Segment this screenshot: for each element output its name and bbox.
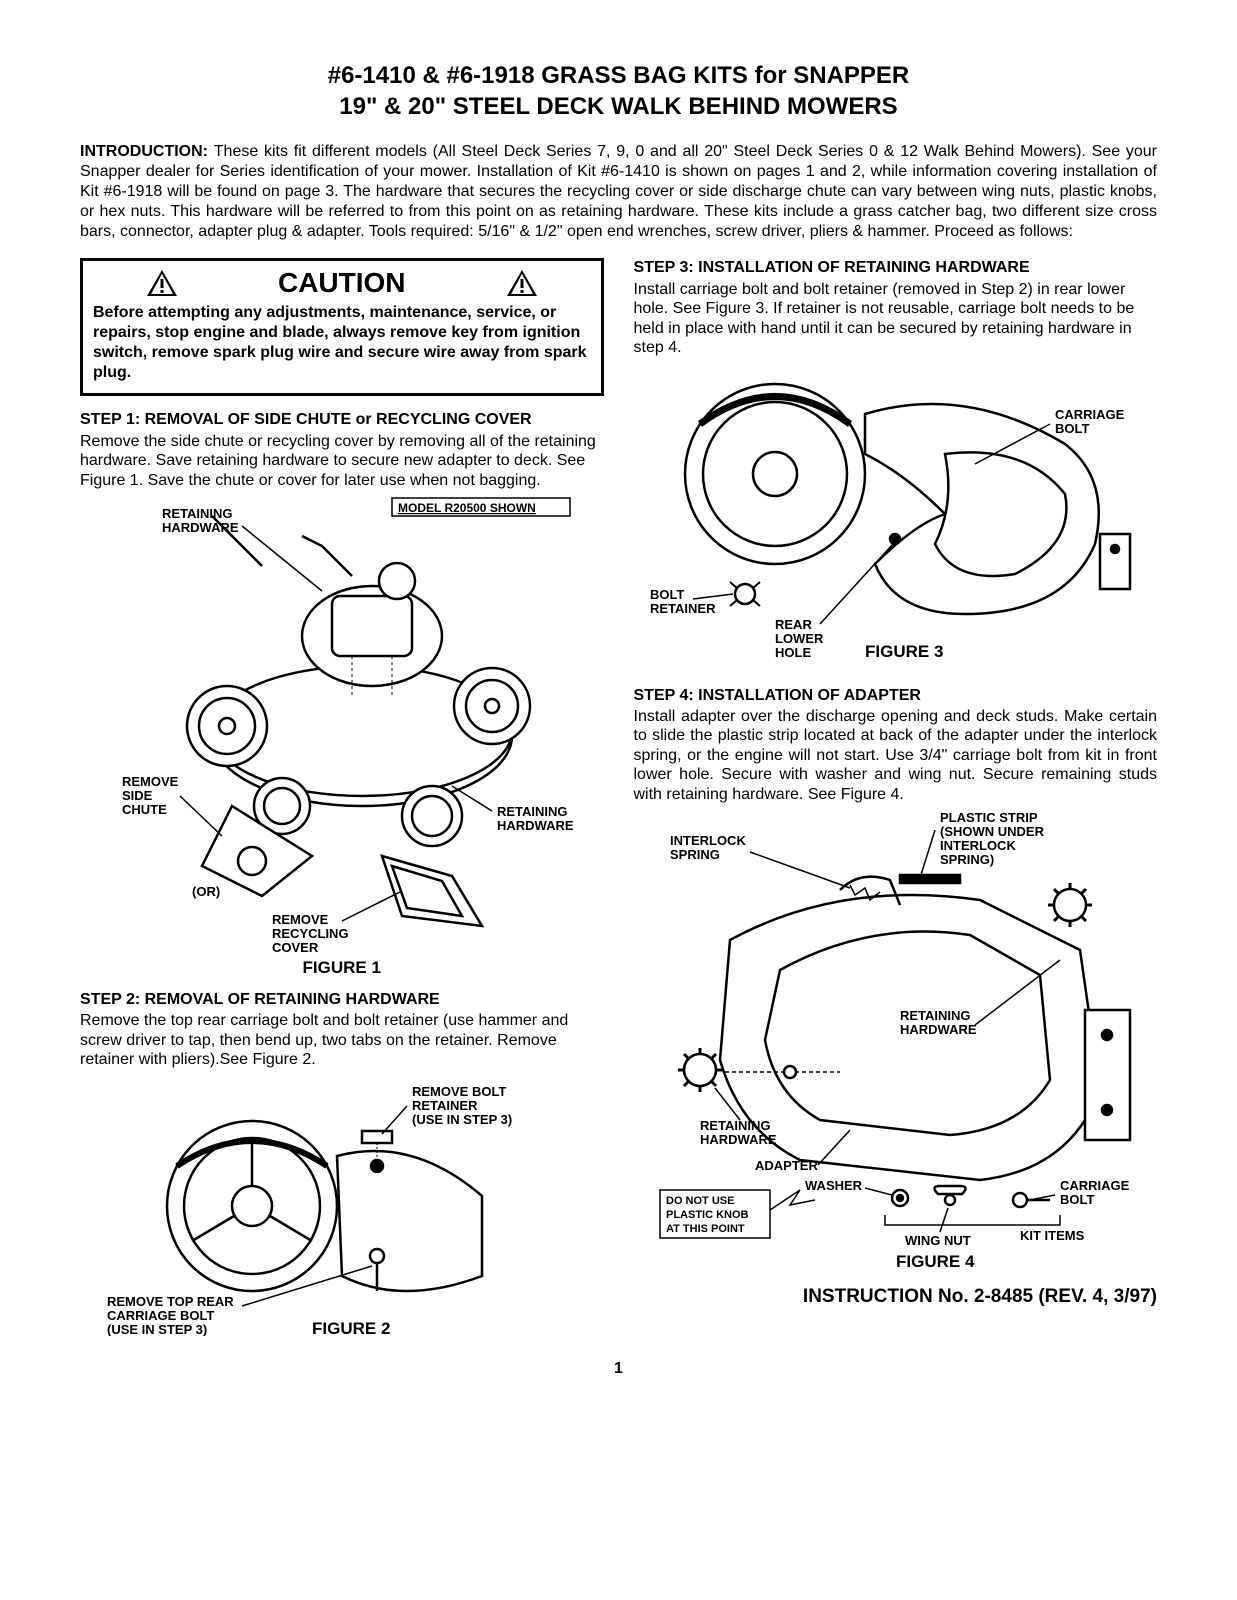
- model-label: MODEL R20500 SHOWN: [398, 501, 536, 515]
- title-block: #6-1410 & #6-1918 GRASS BAG KITS for SNA…: [80, 60, 1157, 122]
- page-number: 1: [80, 1360, 1157, 1378]
- figure-4-svg: INTERLOCK SPRING PLASTIC STRIP (SHOWN UN…: [640, 810, 1150, 1250]
- callout-remove-side2: SIDE: [122, 788, 153, 803]
- figure-2: REMOVE BOLT RETAINER (USE IN STEP 3) REM…: [80, 1076, 604, 1336]
- callout-interlock2: SPRING: [670, 847, 720, 862]
- introduction-paragraph: INTRODUCTION: These kits fit different m…: [80, 142, 1157, 242]
- callout-kititems: KIT ITEMS: [1020, 1228, 1085, 1243]
- step3-heading: STEP 3: INSTALLATION OF RETAINING HARDWA…: [634, 258, 1158, 277]
- donot-2: PLASTIC KNOB: [666, 1209, 749, 1221]
- callout-carriage1: CARRIAGE: [1055, 407, 1125, 422]
- step4-heading: STEP 4: INSTALLATION OF ADAPTER: [634, 686, 1158, 705]
- callout-adapter: ADAPTER: [755, 1158, 818, 1173]
- callout-retaining-l1: RETAINING: [700, 1118, 771, 1133]
- callout-plastic2: (SHOWN UNDER: [940, 824, 1045, 839]
- callout-remove-recyc3: COVER: [272, 940, 319, 955]
- callout-retaining-r1: RETAINING: [900, 1008, 971, 1023]
- callout-wingnut: WING NUT: [905, 1233, 971, 1248]
- donot-1: DO NOT USE: [666, 1195, 734, 1207]
- step2-body: Remove the top rear carriage bolt and bo…: [80, 1011, 604, 1070]
- title-line-1: #6-1410 & #6-1918 GRASS BAG KITS for SNA…: [80, 60, 1157, 91]
- figure-1-svg: MODEL R20500 SHOWN: [102, 496, 582, 956]
- callout-plastic4: SPRING): [940, 852, 994, 867]
- intro-label: INTRODUCTION:: [80, 143, 214, 160]
- callout-remove-recyc2: RECYCLING: [272, 926, 349, 941]
- figure-4-caption: FIGURE 4: [714, 1252, 1158, 1272]
- callout-retaining-r2: HARDWARE: [900, 1022, 977, 1037]
- callout-remove-side3: CHUTE: [122, 802, 167, 817]
- callout-carriage2: BOLT: [1055, 421, 1089, 436]
- step1-heading: STEP 1: REMOVAL OF SIDE CHUTE or RECYCLI…: [80, 410, 604, 429]
- figure-3-caption: FIGURE 3: [865, 642, 943, 661]
- donot-3: AT THIS POINT: [666, 1223, 745, 1235]
- callout-remove-bolt2: RETAINER: [412, 1098, 478, 1113]
- callout-remove-top2: CARRIAGE BOLT: [107, 1308, 214, 1323]
- callout-carriage4-1: CARRIAGE: [1060, 1178, 1130, 1193]
- step4-body: Install adapter over the discharge openi…: [634, 707, 1158, 805]
- step1-body: Remove the side chute or recycling cover…: [80, 432, 604, 491]
- callout-hole: HOLE: [775, 645, 811, 660]
- callout-retaining-l2: HARDWARE: [700, 1132, 777, 1147]
- caution-text: Before attempting any adjustments, maint…: [93, 303, 591, 383]
- callout-retaining-top1: RETAINING: [162, 506, 233, 521]
- step2-heading: STEP 2: REMOVAL OF RETAINING HARDWARE: [80, 990, 604, 1009]
- callout-remove-bolt1: REMOVE BOLT: [412, 1084, 506, 1099]
- callout-remove-bolt3: (USE IN STEP 3): [412, 1112, 512, 1127]
- left-column: CAUTION Before attempting any adjustment…: [80, 258, 604, 1347]
- callout-carriage4-2: BOLT: [1060, 1192, 1094, 1207]
- callout-retaining-top2: HARDWARE: [162, 520, 239, 535]
- instruction-number: INSTRUCTION No. 2-8485 (REV. 4, 3/97): [634, 1286, 1158, 1308]
- callout-retaining-r1: RETAINING: [497, 804, 568, 819]
- figure-1: MODEL R20500 SHOWN: [80, 496, 604, 978]
- figure-4: INTERLOCK SPRING PLASTIC STRIP (SHOWN UN…: [634, 810, 1158, 1272]
- callout-lower: LOWER: [775, 631, 824, 646]
- caution-header: CAUTION: [93, 267, 591, 299]
- callout-interlock1: INTERLOCK: [670, 833, 746, 848]
- caution-title: CAUTION: [278, 267, 406, 299]
- figure-3-svg: CARRIAGE BOLT BOLT RETAINER REAR LOWER H…: [645, 364, 1145, 674]
- warning-icon: [146, 269, 178, 297]
- callout-or: (OR): [192, 884, 220, 899]
- warning-icon: [506, 269, 538, 297]
- figure-1-caption: FIGURE 1: [80, 958, 604, 978]
- figure-2-svg: REMOVE BOLT RETAINER (USE IN STEP 3) REM…: [102, 1076, 582, 1336]
- callout-boltret1: BOLT: [650, 587, 684, 602]
- callout-boltret2: RETAINER: [650, 601, 716, 616]
- callout-remove-recyc1: REMOVE: [272, 912, 329, 927]
- figure-2-caption: FIGURE 2: [312, 1319, 390, 1336]
- callout-remove-top3: (USE IN STEP 3): [107, 1322, 207, 1336]
- intro-text: These kits fit different models (All Ste…: [80, 143, 1157, 240]
- callout-washer: WASHER: [805, 1178, 863, 1193]
- callout-remove-top1: REMOVE TOP REAR: [107, 1294, 234, 1309]
- figure-3: CARRIAGE BOLT BOLT RETAINER REAR LOWER H…: [634, 364, 1158, 674]
- callout-rear: REAR: [775, 617, 812, 632]
- callout-plastic1: PLASTIC STRIP: [940, 810, 1038, 825]
- step3-body: Install carriage bolt and bolt retainer …: [634, 280, 1158, 358]
- callout-retaining-r2: HARDWARE: [497, 818, 574, 833]
- two-column-layout: CAUTION Before attempting any adjustment…: [80, 258, 1157, 1347]
- right-column: STEP 3: INSTALLATION OF RETAINING HARDWA…: [634, 258, 1158, 1347]
- title-line-2: 19" & 20" STEEL DECK WALK BEHIND MOWERS: [80, 91, 1157, 122]
- caution-box: CAUTION Before attempting any adjustment…: [80, 258, 604, 396]
- callout-plastic3: INTERLOCK: [940, 838, 1016, 853]
- callout-remove-side1: REMOVE: [122, 774, 179, 789]
